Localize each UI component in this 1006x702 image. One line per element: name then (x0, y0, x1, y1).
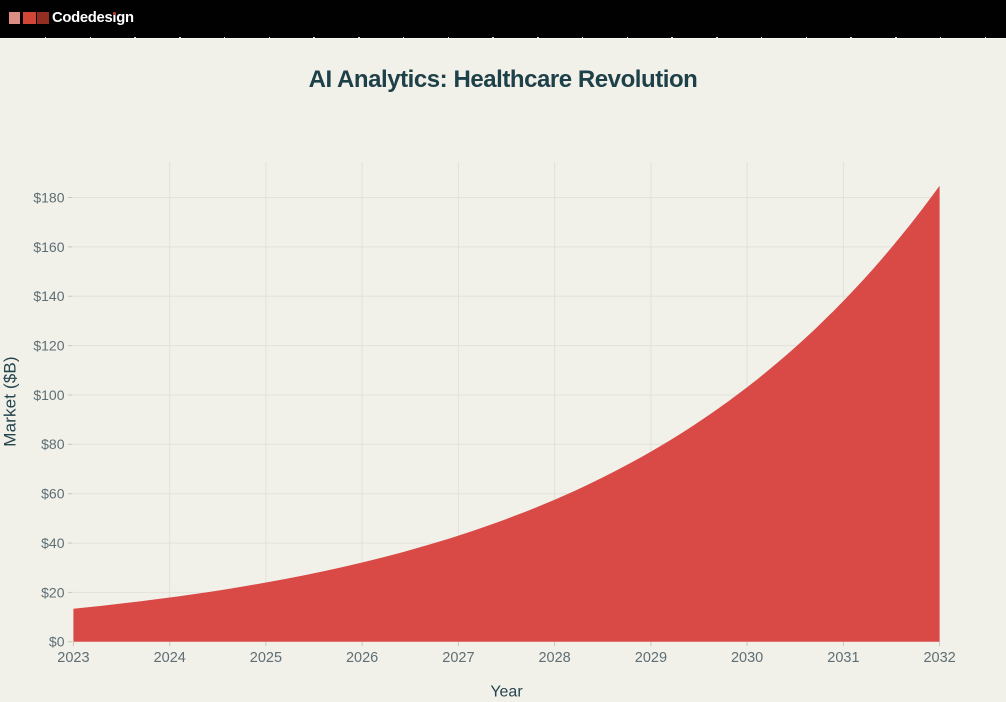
svg-text:2026: 2026 (346, 650, 378, 666)
svg-text:2031: 2031 (827, 650, 859, 666)
svg-text:$180: $180 (33, 189, 64, 205)
svg-text:2027: 2027 (442, 650, 474, 666)
svg-text:$160: $160 (33, 239, 64, 255)
svg-text:2025: 2025 (250, 650, 282, 666)
svg-text:2028: 2028 (538, 650, 570, 666)
svg-text:Market ($B): Market ($B) (0, 356, 19, 446)
svg-text:2024: 2024 (154, 650, 186, 666)
svg-text:$120: $120 (33, 338, 64, 354)
svg-text:$60: $60 (41, 486, 65, 502)
svg-text:2030: 2030 (731, 650, 763, 666)
svg-text:$20: $20 (41, 584, 65, 600)
svg-text:$40: $40 (41, 535, 65, 551)
svg-text:2023: 2023 (57, 650, 89, 666)
svg-text:2032: 2032 (923, 650, 955, 666)
svg-text:$140: $140 (33, 288, 64, 304)
svg-text:2029: 2029 (635, 650, 667, 666)
svg-text:$80: $80 (41, 436, 65, 452)
svg-text:Year: Year (490, 684, 523, 701)
svg-text:$0: $0 (49, 634, 65, 650)
svg-text:$100: $100 (33, 387, 64, 403)
